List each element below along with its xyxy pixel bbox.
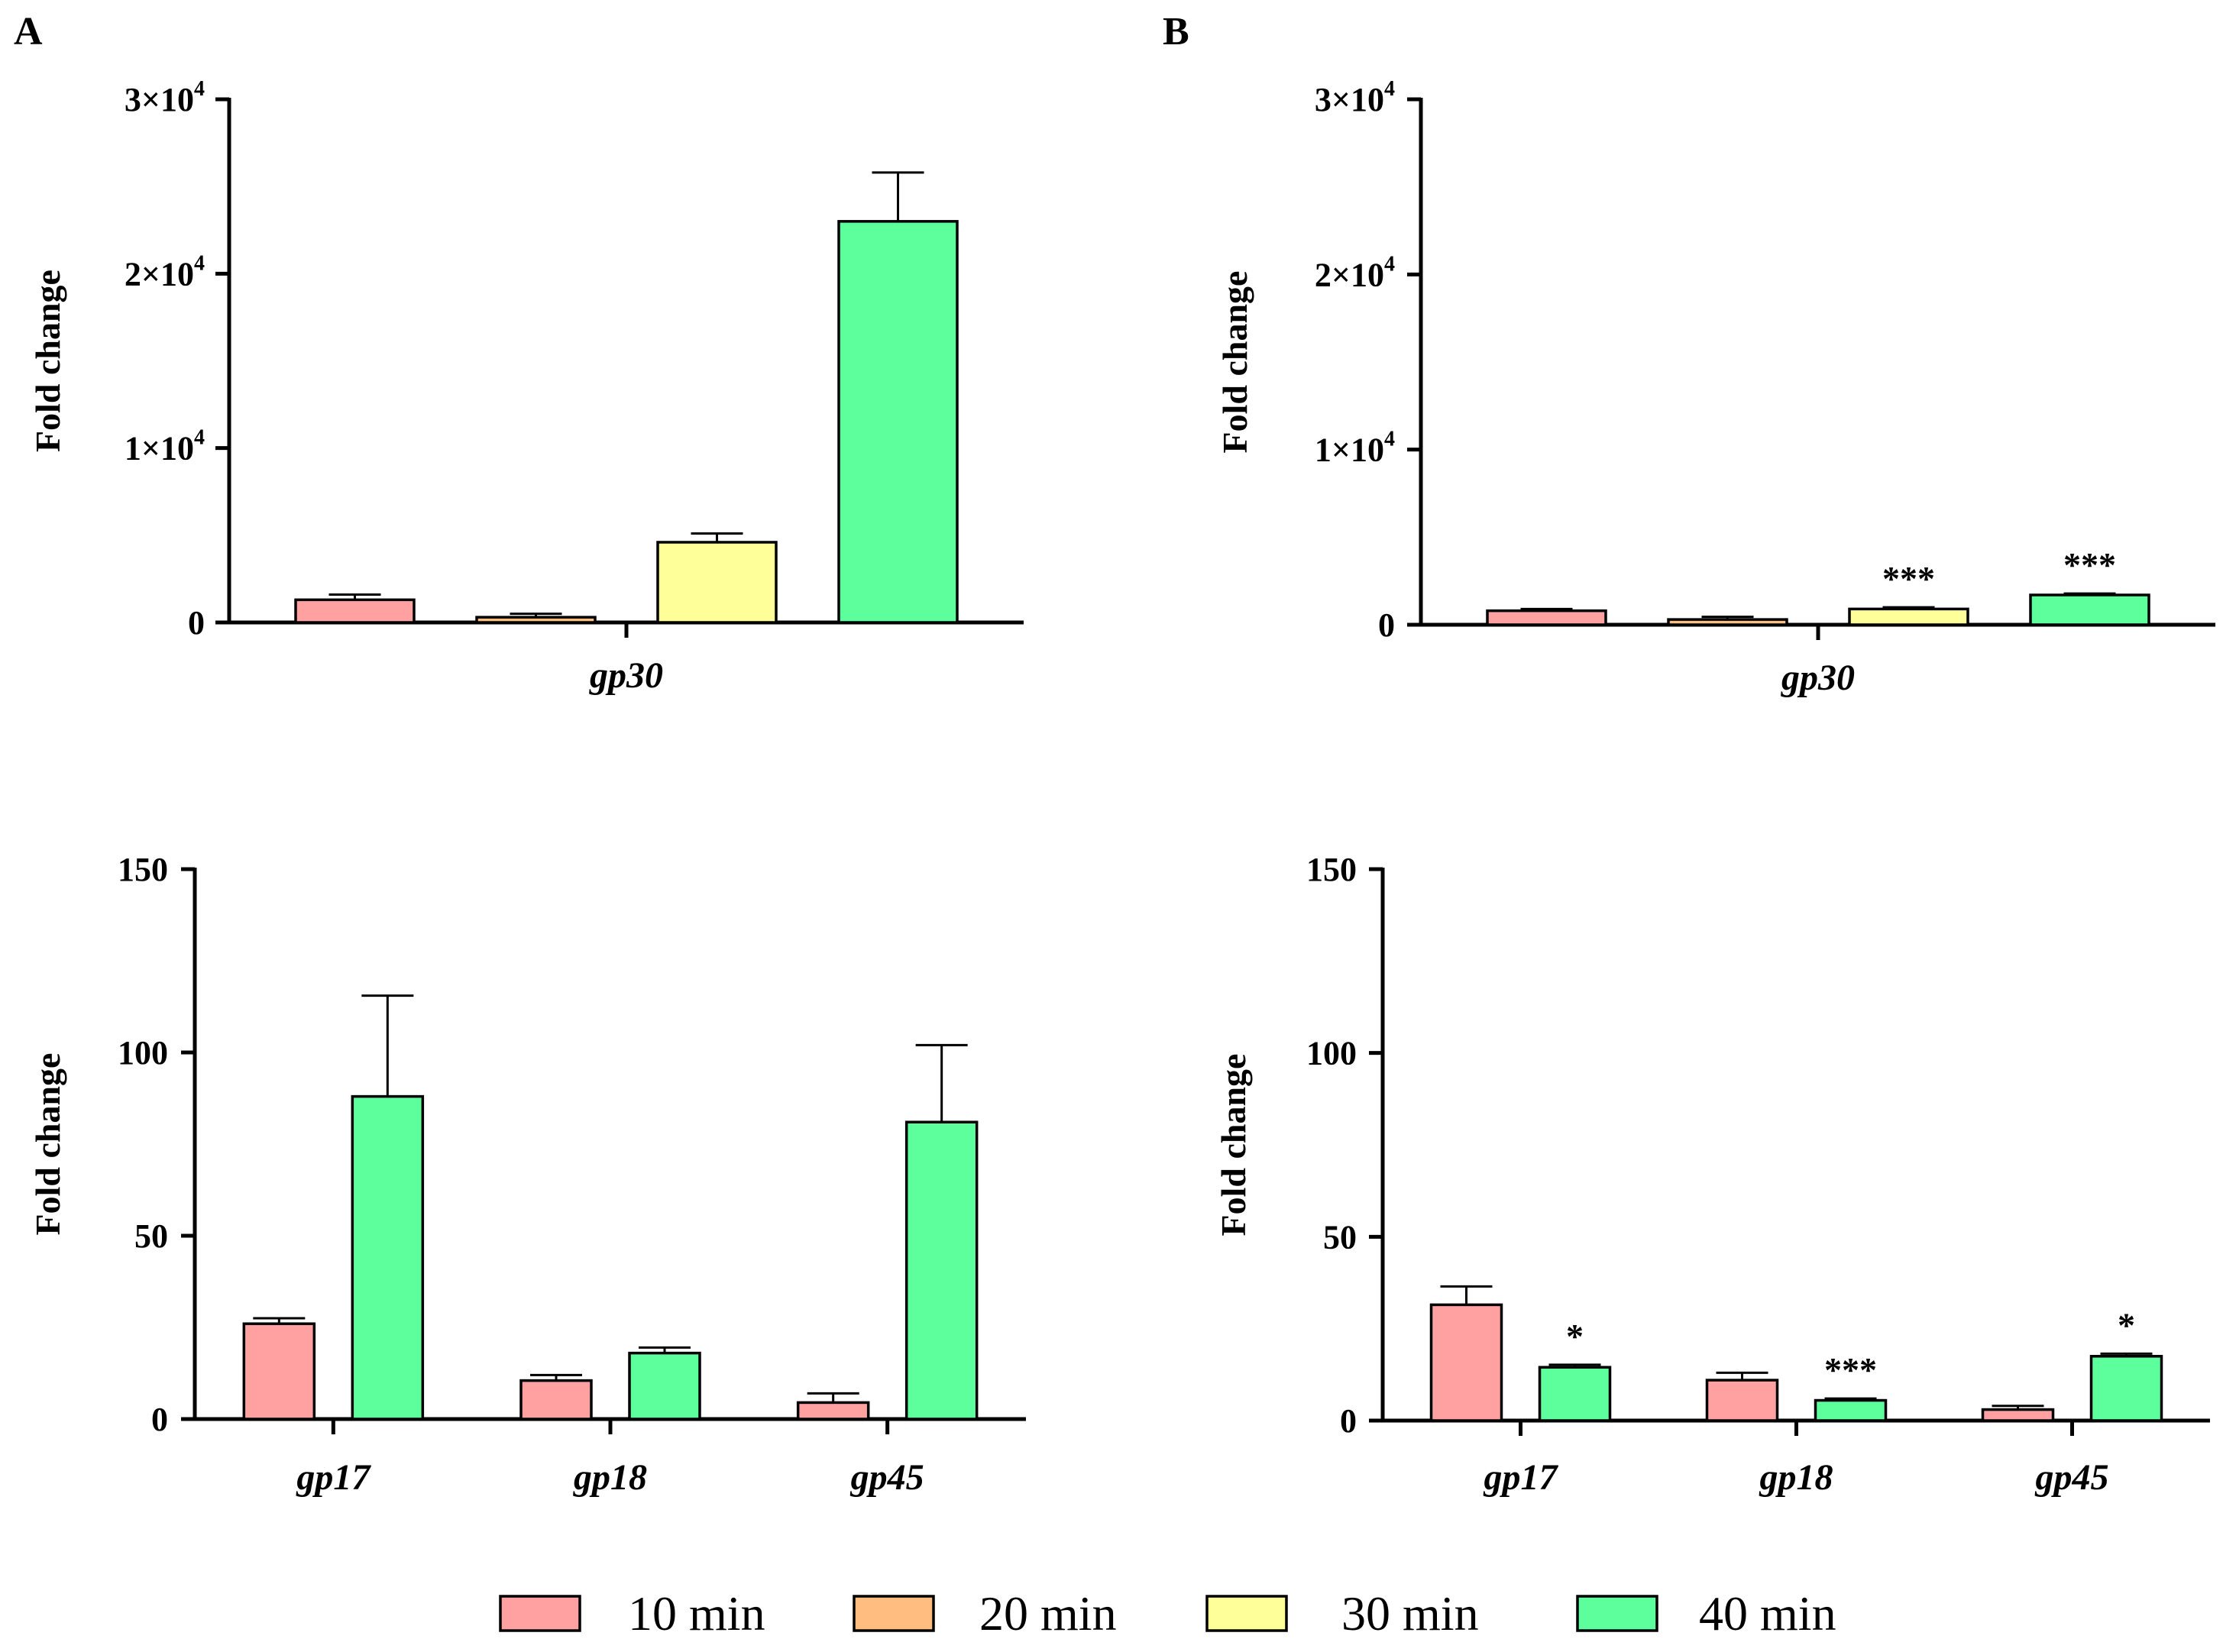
bar-10-min-gp17 xyxy=(242,1322,316,1421)
panel-letter: B xyxy=(1163,10,1189,53)
y-tick-label: 0 xyxy=(1340,1402,1357,1440)
bar-10-min-gp45 xyxy=(1981,1408,2055,1422)
legend-label-20-min: 20 min xyxy=(979,1586,1117,1641)
bar-10-min-gp18 xyxy=(519,1379,593,1421)
bar-40-min-gp45 xyxy=(904,1120,979,1421)
significance-marker: *** xyxy=(2063,545,2116,584)
bar-20-min-gp30 xyxy=(1667,618,1788,626)
y-tick-label: 1×104 xyxy=(1315,428,1395,469)
charts-layer: A 0 1×104 2×104 3×104 Fold change gp30 B 0 1×104 2… xyxy=(14,10,2215,1498)
y-tick-label: 3×104 xyxy=(1315,77,1395,118)
bar-10-min-gp18 xyxy=(1705,1379,1779,1422)
significance-marker: *** xyxy=(1882,559,1935,598)
y-tick-label: 0 xyxy=(1378,606,1395,644)
chart-panel-1: A 0 1×104 2×104 3×104 Fold change gp30 xyxy=(14,10,1024,696)
category-label-gp30: gp30 xyxy=(589,655,663,696)
significance-marker: * xyxy=(2118,1305,2135,1344)
y-tick-label: 0 xyxy=(151,1401,168,1438)
bar-40-min-gp30 xyxy=(837,220,959,624)
bar-10-min-gp45 xyxy=(796,1401,870,1421)
y-tick-label: 100 xyxy=(118,1034,168,1072)
legend-swatch-10-min xyxy=(499,1595,581,1632)
panel-letter: A xyxy=(14,10,43,53)
y-tick-label: 150 xyxy=(118,851,168,888)
bar-20-min-gp30 xyxy=(475,616,597,624)
significance-marker: * xyxy=(1566,1317,1584,1356)
legend-label-40-min: 40 min xyxy=(1699,1586,1836,1641)
y-tick-exponent: 4 xyxy=(194,426,205,450)
chart-panel-4: 0 50 100 150 Fold change gp17 * gp18 *** gp45 * xyxy=(1214,851,2210,1498)
y-tick-label: 100 xyxy=(1306,1035,1357,1072)
bar-10-min-gp17 xyxy=(1429,1303,1503,1422)
bar-30-min-gp30 xyxy=(1848,607,1969,626)
category-label-gp18: gp18 xyxy=(1759,1457,1833,1498)
category-label-gp18: gp18 xyxy=(573,1457,647,1498)
legend-label-10-min: 10 min xyxy=(628,1586,765,1641)
y-axis-title: Fold change xyxy=(28,1053,67,1236)
bar-10-min-gp30 xyxy=(294,598,416,624)
category-label-gp17: gp17 xyxy=(1484,1457,1559,1498)
bar-30-min-gp30 xyxy=(656,541,778,624)
y-tick-exponent: 4 xyxy=(194,251,205,275)
y-tick-exponent: 4 xyxy=(194,77,205,101)
y-tick-label: 50 xyxy=(1323,1218,1357,1256)
y-tick-exponent: 4 xyxy=(1384,252,1395,276)
category-label-gp45: gp45 xyxy=(850,1457,924,1498)
bar-40-min-gp18 xyxy=(628,1351,701,1421)
bar-10-min-gp30 xyxy=(1486,609,1607,626)
y-tick-label: 2×104 xyxy=(125,251,205,293)
y-tick-exponent: 4 xyxy=(1384,428,1395,451)
bar-40-min-gp30 xyxy=(2029,593,2150,626)
legend-swatch-40-min xyxy=(1576,1595,1658,1632)
y-axis-title: Fold change xyxy=(1215,271,1254,454)
chart-panel-2: B 0 1×104 2×104 3×104 Fold change gp30 *** *** xyxy=(1163,10,2215,698)
legend-swatch-30-min xyxy=(1205,1595,1288,1632)
y-axis-title: Fold change xyxy=(28,270,67,452)
y-tick-label: 0 xyxy=(188,604,205,642)
bar-40-min-gp17 xyxy=(351,1094,425,1421)
legend-swatch-20-min xyxy=(853,1595,935,1632)
chart-panel-3: 0 50 100 150 Fold change gp17 gp18 gp45 xyxy=(28,851,1026,1498)
category-label-gp30: gp30 xyxy=(1781,658,1855,698)
bar-40-min-gp17 xyxy=(1538,1366,1612,1422)
y-tick-label: 2×104 xyxy=(1315,252,1395,293)
y-tick-label: 50 xyxy=(134,1217,168,1255)
y-tick-label: 1×104 xyxy=(125,426,205,467)
y-tick-label: 3×104 xyxy=(125,77,205,118)
legend-label-30-min: 30 min xyxy=(1341,1586,1479,1641)
y-tick-label: 150 xyxy=(1306,851,1357,888)
bar-40-min-gp18 xyxy=(1814,1398,1888,1422)
significance-marker: *** xyxy=(1824,1350,1877,1389)
category-label-gp45: gp45 xyxy=(2035,1457,2109,1498)
y-tick-exponent: 4 xyxy=(1384,77,1395,101)
y-axis-title: Fold change xyxy=(1214,1054,1253,1237)
legend: 10 min 20 min 30 min 40 min xyxy=(499,1586,1836,1641)
category-label-gp17: gp17 xyxy=(296,1457,371,1498)
bar-40-min-gp45 xyxy=(2089,1355,2163,1422)
